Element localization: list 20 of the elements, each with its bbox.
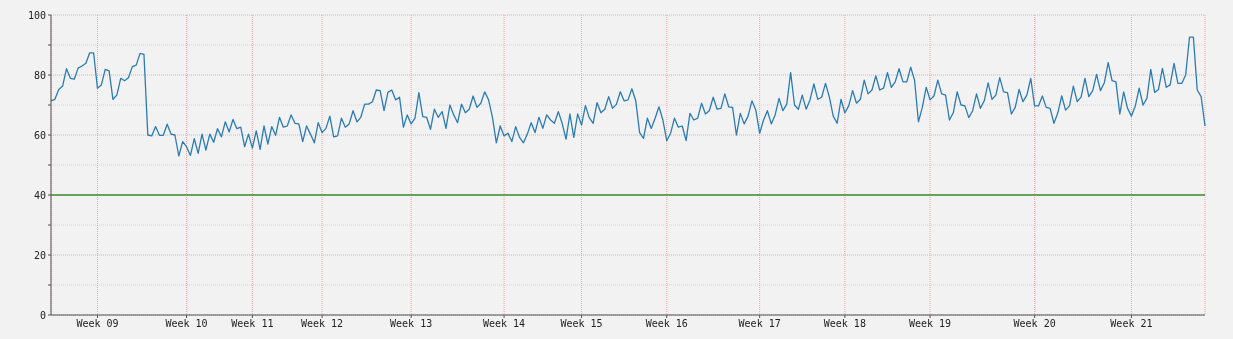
x-tick-label: Week 16 (645, 318, 688, 330)
y-tick-label: 80 (33, 69, 46, 81)
x-tick-label: Week 15 (560, 318, 603, 330)
x-tick-label: Week 14 (483, 318, 526, 330)
x-tick-label: Week 13 (390, 318, 433, 330)
line-series (50, 36, 1206, 157)
y-tick-label: 60 (33, 129, 46, 141)
x-tick-label: Week 19 (908, 318, 952, 330)
x-tick-label: Week 09 (76, 318, 119, 330)
x-tick-label: Week 20 (1013, 318, 1056, 330)
x-tick-label: Week 11 (231, 318, 274, 330)
y-tick-label: 20 (33, 249, 46, 261)
x-tick-label: Week 17 (738, 318, 781, 330)
x-tick-label: Week 10 (165, 318, 208, 330)
y-tick-label: 40 (33, 189, 46, 201)
y-tick-label: 100 (27, 9, 46, 21)
x-tick-label: Week 12 (301, 318, 344, 330)
y-tick-label: 0 (39, 309, 46, 321)
x-tick-label: Week 21 (1110, 318, 1153, 330)
x-tick-label: Week 18 (823, 318, 866, 330)
